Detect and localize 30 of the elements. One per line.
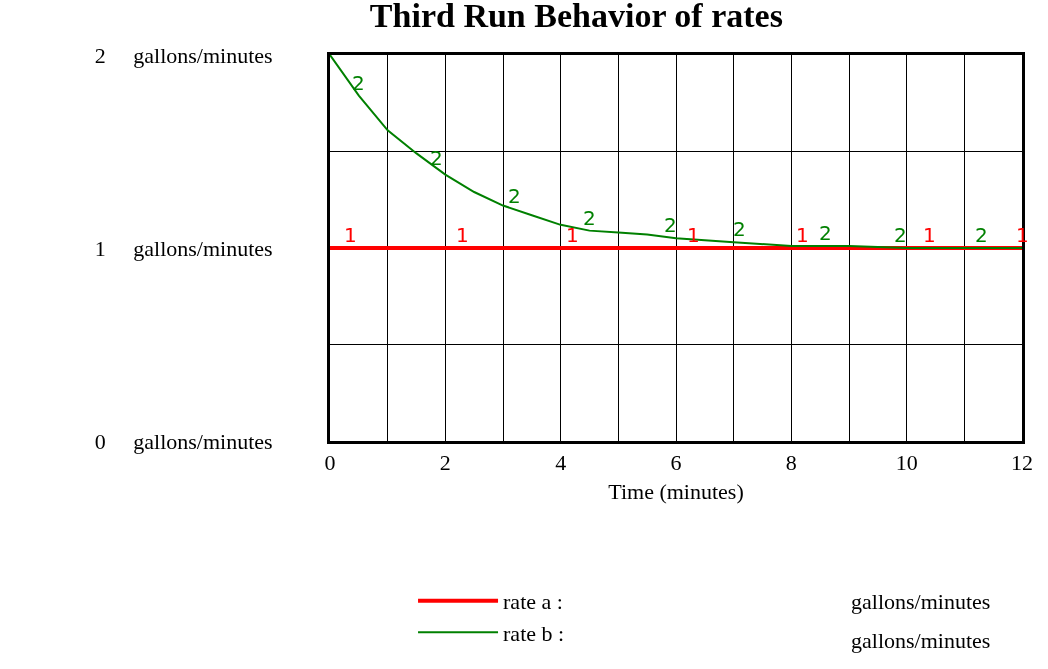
annotation: 2 xyxy=(894,223,907,247)
text: gallons/minutes xyxy=(851,628,991,653)
legend-label: rate a : xyxy=(503,589,563,615)
x-tick-label: 8 xyxy=(785,450,797,476)
annotation: 2 xyxy=(975,223,988,247)
legend-label: rate b : xyxy=(503,620,565,646)
annotation: 1 xyxy=(456,223,469,247)
y-tick-label: 1 gallons/minutes xyxy=(94,235,273,261)
x-tick-label: 12 xyxy=(1011,450,1033,476)
annotation: 1 xyxy=(923,223,936,247)
annotation: 2 xyxy=(430,146,443,170)
x-tick-label: 0 xyxy=(324,450,336,476)
y-tick-label: 2 gallons/minutes xyxy=(94,42,273,68)
annotation: 2 xyxy=(508,184,521,208)
annotation: 2 xyxy=(733,217,746,241)
x-tick-label: 10 xyxy=(895,450,918,476)
x-tick-label: 2 xyxy=(439,450,451,476)
annotation: 2 xyxy=(352,71,365,95)
chart-title: Third Run Behavior of rates xyxy=(369,0,783,35)
annotation: 1 xyxy=(344,223,357,247)
annotation: 1 xyxy=(566,223,579,247)
x-tick-label: 4 xyxy=(555,450,567,476)
annotation: 1 xyxy=(796,223,809,247)
x-tick-label: 6 xyxy=(670,450,682,476)
annotation: 2 xyxy=(583,206,596,230)
text: gallons/minutes xyxy=(851,589,991,614)
annotation: 2 xyxy=(819,221,832,245)
y-tick-label: 0 gallons/minutes xyxy=(94,428,273,454)
annotation: 2 xyxy=(664,213,677,237)
x-axis-title: Time (minutes) xyxy=(608,479,744,505)
